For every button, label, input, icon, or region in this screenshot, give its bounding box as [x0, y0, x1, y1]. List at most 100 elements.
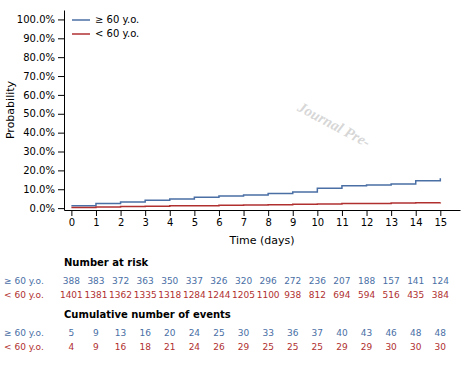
table-value: 1244	[208, 290, 231, 300]
y-tick: 0.0%	[30, 203, 64, 214]
table-value: 25	[213, 328, 224, 338]
legend-swatch	[72, 33, 90, 35]
table-value: 33	[262, 328, 273, 338]
y-tick-mark	[58, 76, 64, 77]
x-tick: 7	[241, 210, 247, 228]
x-tick-label: 9	[290, 217, 296, 228]
y-tick-label: 100.0%	[17, 14, 55, 25]
x-tick: 11	[336, 210, 349, 228]
table-value: 24	[189, 342, 201, 352]
x-tick-mark	[293, 210, 294, 216]
x-tick-label: 4	[167, 217, 173, 228]
x-tick-label: 13	[385, 217, 398, 228]
table-value: 296	[260, 276, 277, 286]
y-tick: 90.0%	[23, 33, 64, 44]
series-line	[71, 178, 440, 205]
y-tick-label: 60.0%	[23, 90, 55, 101]
table-value: 30	[435, 342, 447, 352]
y-tick-label: 0.0%	[30, 203, 55, 214]
plot-area	[71, 178, 440, 207]
legend-swatch	[72, 19, 90, 21]
table-title: Cumulative number of events	[64, 309, 231, 320]
table-value: 1318	[158, 290, 181, 300]
risk-table: Number at risk≥ 60 y.o.38838337236335033…	[4, 257, 449, 300]
table-value: 141	[407, 276, 424, 286]
x-tick-mark	[440, 210, 441, 216]
table-value: 272	[284, 276, 301, 286]
table-value: 337	[186, 276, 203, 286]
x-tick-mark	[71, 210, 72, 216]
y-tick: 100.0%	[17, 14, 64, 25]
x-tick-label: 12	[361, 217, 374, 228]
x-tick: 8	[265, 210, 271, 228]
chart: 01234567891011121314150.0%10.0%20.0%30.0…	[0, 0, 474, 390]
table-value: 25	[287, 342, 298, 352]
table-value: 1362	[109, 290, 132, 300]
y-tick-label: 10.0%	[23, 184, 55, 195]
x-tick-mark	[145, 210, 146, 216]
x-tick-mark	[96, 210, 97, 216]
table-value: 46	[385, 328, 397, 338]
x-tick-mark	[367, 210, 368, 216]
table-value: 21	[164, 342, 175, 352]
x-tick-label: 11	[336, 217, 349, 228]
table-value: 18	[139, 342, 151, 352]
table-value: 188	[358, 276, 375, 286]
x-tick-mark	[121, 210, 122, 216]
table-value: 236	[309, 276, 326, 286]
table-value: 207	[333, 276, 350, 286]
x-tick-mark	[219, 210, 220, 216]
x-tick-mark	[416, 210, 417, 216]
table-value: 1284	[183, 290, 206, 300]
table-value: 1401	[60, 290, 83, 300]
table-value: 383	[87, 276, 104, 286]
table-value: 25	[262, 342, 273, 352]
x-tick-label: 5	[192, 217, 198, 228]
y-axis-line	[64, 11, 65, 211]
x-tick: 9	[290, 210, 296, 228]
y-tick-mark	[58, 133, 64, 134]
x-tick: 13	[385, 210, 398, 228]
table-row-label: ≥ 60 y.o.	[4, 276, 44, 286]
table-value: 37	[312, 328, 323, 338]
x-tick-label: 3	[142, 217, 148, 228]
table-value: 13	[115, 328, 126, 338]
table-value: 30	[238, 328, 250, 338]
legend-label: < 60 y.o.	[95, 28, 139, 39]
y-tick-mark	[58, 114, 64, 115]
x-tick-mark	[317, 210, 318, 216]
x-tick: 10	[311, 210, 324, 228]
y-tick: 50.0%	[23, 108, 64, 119]
y-tick-mark	[58, 170, 64, 171]
table-value: 1100	[257, 290, 280, 300]
x-tick-label: 6	[216, 217, 222, 228]
y-tick: 20.0%	[23, 165, 64, 176]
risk-table: Cumulative number of events≥ 60 y.o.5913…	[4, 309, 446, 352]
table-value: 25	[312, 342, 323, 352]
table-value: 29	[336, 342, 348, 352]
series-line	[71, 202, 440, 207]
table-value: 812	[309, 290, 326, 300]
table-title: Number at risk	[64, 257, 149, 268]
x-tick-label: 0	[69, 217, 75, 228]
x-tick-label: 8	[265, 217, 271, 228]
x-tick: 15	[434, 210, 447, 228]
y-tick-mark	[58, 57, 64, 58]
x-tick: 6	[216, 210, 222, 228]
annotation: Journal Pre-	[294, 98, 373, 150]
y-tick-label: 90.0%	[23, 33, 55, 44]
legend: ≥ 60 y.o.< 60 y.o.	[72, 14, 139, 39]
table-value: 40	[336, 328, 348, 338]
y-tick-mark	[58, 189, 64, 190]
x-tick-label: 2	[118, 217, 124, 228]
x-tick: 3	[142, 210, 148, 228]
y-axis: 0.0%10.0%20.0%30.0%40.0%50.0%60.0%70.0%8…	[17, 11, 65, 214]
table-value: 16	[115, 342, 127, 352]
x-axis-title: Time (days)	[229, 234, 295, 247]
x-tick: 1	[93, 210, 99, 228]
x-tick: 2	[118, 210, 124, 228]
table-value: 694	[333, 290, 350, 300]
y-tick: 30.0%	[23, 146, 64, 157]
y-tick-mark	[58, 19, 64, 20]
x-tick-label: 10	[311, 217, 324, 228]
